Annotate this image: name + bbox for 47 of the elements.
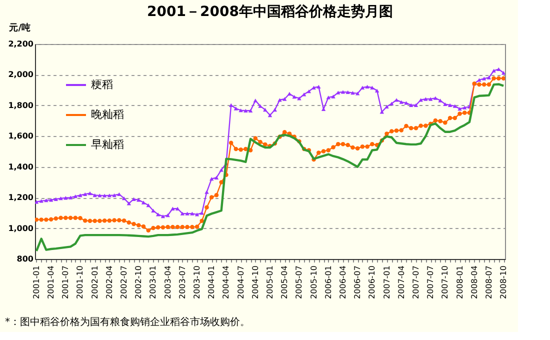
x-tick-label: 2003-10 — [192, 266, 202, 299]
x-tick-label: 2001-01 — [32, 266, 41, 299]
x-tick-label: 2006-04 — [338, 266, 348, 299]
x-tick-label: 2003-04 — [163, 266, 172, 299]
legend-label: 粳稻 — [91, 78, 113, 91]
x-tick-label: 2001-10 — [76, 266, 85, 299]
x-tick-label: 2004-07 — [236, 266, 246, 299]
x-tick-label: 2004-04 — [222, 266, 231, 299]
x-tick-label: 2008-01 — [455, 266, 464, 299]
x-tick-label: 2005-07 — [294, 266, 304, 299]
x-tick-label: 2003-01 — [148, 266, 158, 299]
x-tick-label: 2001-04 — [46, 266, 56, 299]
x-tick-label: 2006-07 — [353, 266, 362, 299]
x-tick-label: 2005-01 — [266, 266, 274, 299]
x-tick-label: 2001-07 — [61, 266, 70, 299]
x-tick-label: 2002-04 — [104, 266, 114, 299]
y-tick-label: 1,200 — [8, 193, 34, 202]
x-tick-label: 2005-10 — [309, 266, 318, 299]
x-tick-label: 2004-10 — [250, 266, 260, 299]
y-tick-label: 1,000 — [8, 224, 34, 233]
x-tick-label: 2004-01 — [207, 266, 216, 299]
x-tick-label: 2005-04 — [280, 266, 290, 299]
chart-title: 2001－2008年中国稻谷价格走势月图 — [147, 4, 393, 20]
x-tick-label: 2007-10 — [440, 266, 450, 299]
text: *：图中稻谷价格为国有粮食购销企业稻谷市场收购价。 — [5, 316, 250, 328]
x-tick-label: 2007-01 — [382, 266, 392, 299]
y-tick-label: 1,600 — [8, 132, 34, 141]
legend-label: 早籼稻 — [91, 138, 124, 151]
legend-label: 晚籼稻 — [91, 108, 124, 121]
x-tick-label: 2007-07 — [411, 266, 420, 299]
y-tick-label: 1,400 — [8, 162, 34, 172]
x-tick-label: 2007-04 — [396, 266, 406, 299]
y-tick-label: 2,200 — [8, 40, 34, 48]
x-tick-label: 2008-07 — [484, 266, 494, 299]
x-tick-label: 2003-07 — [178, 266, 187, 299]
x-tick-label: 2002-01 — [90, 266, 100, 299]
x-tick-label: 2006-01 — [324, 266, 333, 299]
y-tick-label: 800 — [16, 254, 34, 264]
x-tick-label: 2002-10 — [134, 266, 144, 299]
y-tick-label: 1,800 — [8, 100, 34, 110]
y-axis-title: 元/吨 — [8, 22, 30, 34]
x-tick-label: 2008-04 — [470, 266, 479, 299]
y-tick-label: 2,000 — [8, 70, 34, 80]
x-tick-label: 2006-10 — [368, 266, 377, 299]
x-tick-label: 2007-07 — [426, 266, 436, 299]
x-tick-label: 2008-10 — [499, 266, 508, 299]
x-tick-label: 2002-07 — [120, 266, 129, 299]
